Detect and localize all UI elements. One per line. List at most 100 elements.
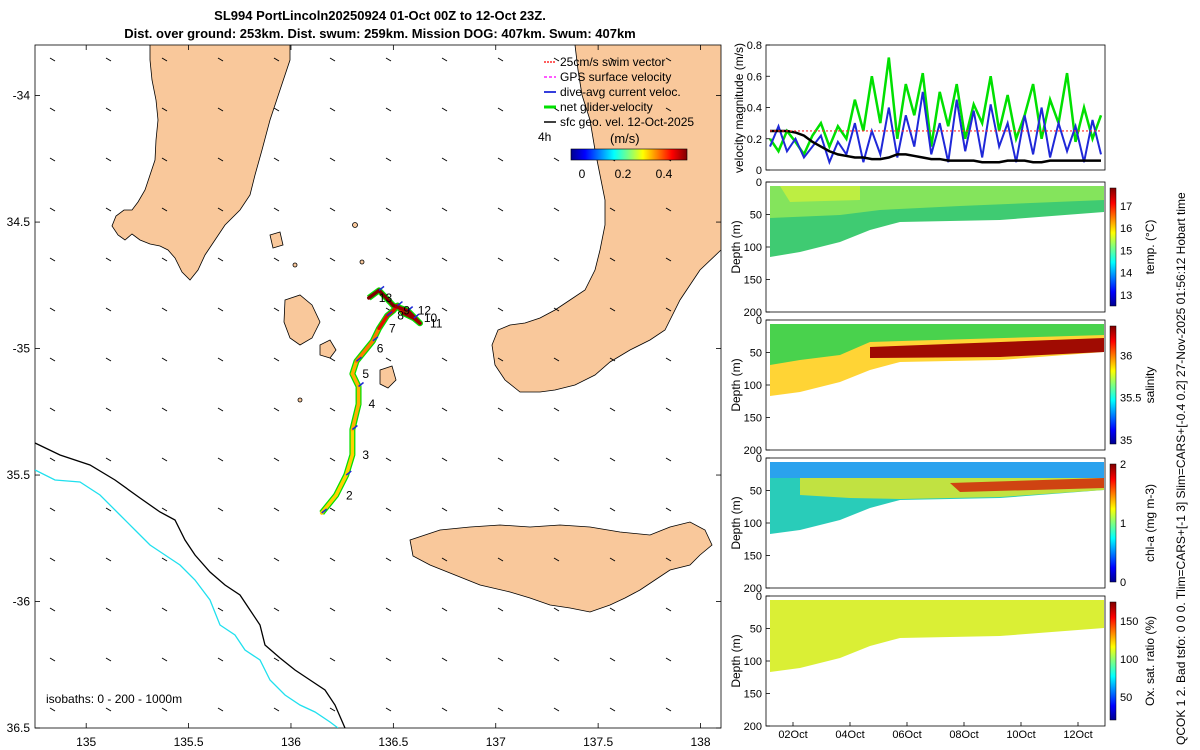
sfc-velocity-arrow xyxy=(497,357,504,362)
sfc-velocity-arrow xyxy=(665,107,672,112)
colorbar-label: temp. (°C) xyxy=(1143,220,1157,275)
sfc-velocity-arrow xyxy=(161,507,168,512)
colorbar-label: salinity xyxy=(1143,367,1157,404)
section-colorbar xyxy=(1109,463,1117,583)
section-ylabel: Depth (m) xyxy=(729,496,743,549)
vel-ytick-label: 0.8 xyxy=(747,40,762,52)
sfc-velocity-arrow xyxy=(273,257,280,262)
sfc-velocity-arrow xyxy=(217,557,224,562)
sfc-velocity-arrow xyxy=(553,557,560,562)
sfc-velocity-arrow xyxy=(497,257,504,262)
map-xtick-label: 136 xyxy=(281,735,301,749)
sfc-velocity-arrow xyxy=(553,307,560,312)
sfc-velocity-arrow xyxy=(49,107,56,112)
sfc-velocity-arrow xyxy=(385,707,392,712)
sfc-velocity-arrow xyxy=(273,407,280,412)
sfc-velocity-arrow xyxy=(553,57,560,62)
sfc-velocity-arrow xyxy=(497,157,504,162)
sfc-velocity-arrow xyxy=(273,707,280,712)
section-ytick-label: 0 xyxy=(756,453,762,465)
sfc-velocity-arrow xyxy=(105,457,112,462)
colorbar-label: chl-a (mg m-3) xyxy=(1143,484,1157,562)
sfc-velocity-arrow xyxy=(273,57,280,62)
sfc-velocity-arrow xyxy=(385,157,392,162)
sfc-velocity-arrow xyxy=(217,57,224,62)
colorbar-tick-label: 17 xyxy=(1120,201,1132,213)
sfc-velocity-arrow xyxy=(553,257,560,262)
sfc-velocity-arrow xyxy=(609,507,616,512)
sfc-velocity-arrow xyxy=(665,257,672,262)
sfc-velocity-arrow xyxy=(441,207,448,212)
map-ytick-label: 34.5 xyxy=(7,215,31,229)
sfc-velocity-arrow xyxy=(441,307,448,312)
sfc-velocity-arrow xyxy=(385,457,392,462)
sfc-velocity-arrow xyxy=(497,707,504,712)
sfc-velocity-arrow xyxy=(497,657,504,662)
sfc-velocity-arrow xyxy=(609,557,616,562)
isobath-1000m xyxy=(35,442,346,728)
sfc-velocity-arrow xyxy=(665,607,672,612)
legend-gps-label: GPS surface velocity xyxy=(560,70,671,84)
sfc-velocity-arrow xyxy=(161,557,168,562)
section-ytick-label: 50 xyxy=(750,348,762,360)
section-ylabel: Depth (m) xyxy=(729,220,743,273)
sfc-velocity-arrow xyxy=(329,657,336,662)
sfc-velocity-arrow xyxy=(609,107,616,112)
sfc-velocity-arrow xyxy=(609,407,616,412)
day-label: 7 xyxy=(389,321,396,335)
sfc-velocity-arrow xyxy=(49,707,56,712)
colorbar-tick-label: 1 xyxy=(1120,518,1126,530)
sfc-velocity-arrow xyxy=(273,207,280,212)
track-segment xyxy=(344,453,355,477)
section-xtick-label: 10Oct xyxy=(1006,729,1035,741)
colorbar-tick-label: 150 xyxy=(1120,616,1138,628)
section-field-chlorophyll xyxy=(770,462,1104,478)
sfc-velocity-arrow xyxy=(665,57,672,62)
section-ytick-label: 50 xyxy=(750,624,762,636)
dive-current-vector xyxy=(378,285,385,291)
colorbar-tick-label: 100 xyxy=(1120,654,1138,666)
map-ytick-label: -36 xyxy=(13,595,31,609)
sfc-velocity-arrow xyxy=(385,557,392,562)
section-ytick-label: 200 xyxy=(744,721,762,733)
section-ytick-label: 50 xyxy=(750,210,762,222)
sfc-velocity-arrow xyxy=(49,407,56,412)
sfc-velocity-arrow xyxy=(161,307,168,312)
sfc-velocity-arrow xyxy=(609,257,616,262)
legend-net-label: net glider velocity xyxy=(560,100,653,114)
sfc-velocity-arrow xyxy=(441,257,448,262)
section-ytick-label: 0 xyxy=(756,315,762,327)
section-field-salinity xyxy=(870,338,1104,358)
sfc-velocity-arrow xyxy=(273,107,280,112)
vel-ytick-label: 0.6 xyxy=(747,71,762,83)
sfc-velocity-arrow xyxy=(497,207,504,212)
isobath-200m xyxy=(35,469,339,728)
sfc-velocity-arrow xyxy=(497,307,504,312)
velocity-line-2 xyxy=(770,129,1101,164)
sfc-velocity-arrow xyxy=(329,607,336,612)
sfc-velocity-arrow xyxy=(273,557,280,562)
surface-geostrophic-arrows xyxy=(49,57,672,712)
map-xtick-label: 136.5 xyxy=(378,735,408,749)
sfc-velocity-arrow xyxy=(49,607,56,612)
sfc-velocity-arrow xyxy=(385,607,392,612)
sfc-velocity-arrow xyxy=(441,607,448,612)
section-xtick-label: 04Oct xyxy=(835,729,864,741)
legend-sfc-label: sfc geo. vel. 12-Oct-2025 xyxy=(560,115,694,129)
map-xtick-label: 138 xyxy=(691,735,711,749)
sfc-velocity-arrow xyxy=(105,607,112,612)
sfc-velocity-arrow xyxy=(553,607,560,612)
map-legend: 25cm/s swim vector GPS surface velocity … xyxy=(538,55,694,181)
sfc-velocity-arrow xyxy=(385,357,392,362)
dive-current-vector xyxy=(321,508,328,514)
day-label: 3 xyxy=(362,448,369,462)
sfc-velocity-arrow xyxy=(553,507,560,512)
sfc-velocity-arrow xyxy=(497,57,504,62)
sfc-velocity-arrow xyxy=(217,107,224,112)
sfc-velocity-arrow xyxy=(385,257,392,262)
side-info: QCOK 1 2. Bad tsfo: 0 0 0. Tlim=CARS+[-1… xyxy=(1168,0,1200,750)
map-ticks: 135 135.5 136 136.5 137 137.5 138-3434.5-3535.… xyxy=(7,45,721,749)
sfc-velocity-arrow xyxy=(273,357,280,362)
day-label: 2 xyxy=(346,488,353,502)
colorbar-tick-0: 0 xyxy=(579,167,586,181)
